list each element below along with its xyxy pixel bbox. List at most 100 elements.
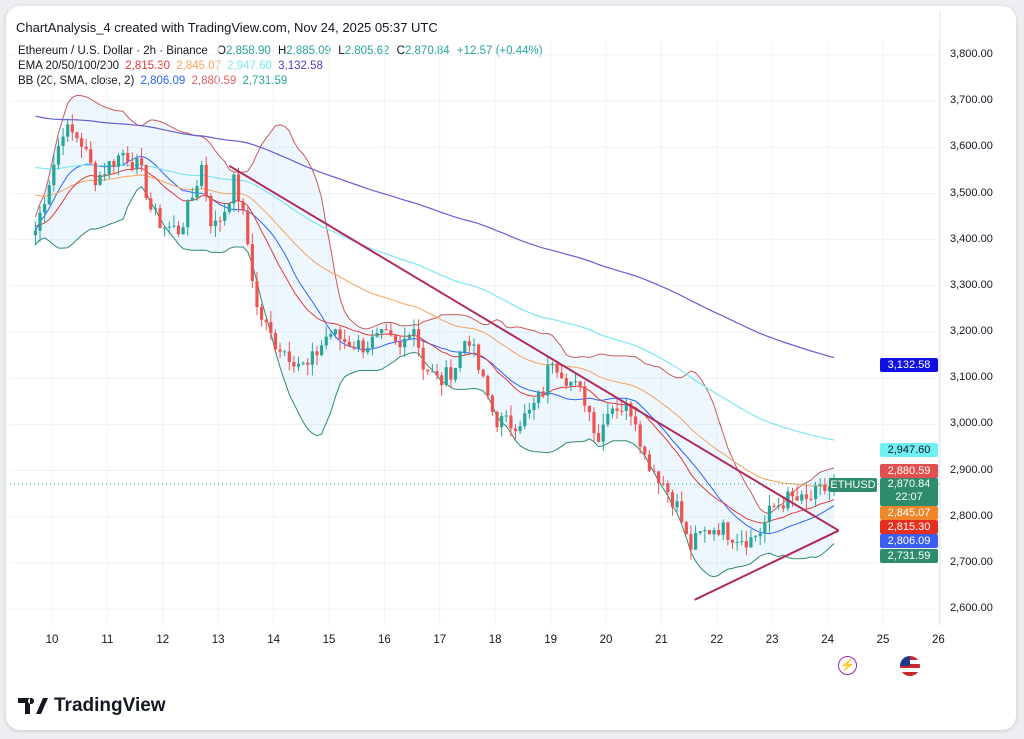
date-tick-label: 26 [931,634,945,646]
candle-body [269,322,273,334]
candle-body [47,185,51,205]
candle-body [61,136,65,147]
candle-body [532,402,536,410]
candle-body [412,329,416,336]
candle-body [555,363,559,373]
ema20-value: 2,815.30 [125,60,170,72]
candle-body [149,198,153,210]
candle-body [213,220,218,227]
candle-body [130,162,134,170]
price-tick-label: 2,900.00 [950,463,993,476]
candle-body [818,484,822,486]
candle-body [781,505,785,509]
candle-body [744,541,748,548]
candle-body [463,341,467,352]
candle-body [513,428,518,432]
tradingview-logo[interactable]: TradingView [18,695,166,717]
candle-body [661,483,665,485]
candle-body [158,208,162,229]
candle-body [139,158,144,166]
candle-body [301,362,305,364]
candle-body [246,210,250,245]
candle-body [453,367,458,380]
candle-body [79,138,84,147]
candle-body [804,494,808,499]
candle-body [440,375,444,386]
price-tick-label: 3,400.00 [950,232,993,245]
candle-body [195,186,199,198]
candle-body [126,152,130,163]
ema50-value: 2,845.07 [176,60,221,72]
candle-body [250,244,254,282]
ema20-line [35,167,835,524]
date-tick-label: 11 [101,634,114,646]
candle-body [112,161,116,167]
ema20-price-tag: 2,815.30 [880,520,938,534]
date-tick-label: 20 [599,634,613,646]
candle-body [375,333,379,337]
candle-body [103,174,107,176]
candle-body [356,340,361,349]
candle-body [416,329,421,348]
date-tick-label: 14 [267,634,280,646]
candle-body [472,344,476,346]
candle-body [389,330,393,336]
us-flag-event-icon[interactable] [900,656,920,676]
candle-body [384,329,388,331]
candle-body [629,403,633,417]
candle-body [227,203,231,213]
candle-body [458,351,462,368]
candle-body [186,200,190,228]
candle-body [259,307,264,320]
candle-body [52,164,56,186]
candle-body [500,416,504,428]
bb-lower-value: 2,731.59 [242,75,288,87]
high-value: 2,885.09 [286,45,332,57]
candle-body [43,204,47,213]
candle-body [666,483,670,493]
candle-body [329,334,333,337]
candle-body [84,146,88,150]
lightning-event-icon[interactable]: ⚡ [838,656,857,675]
ema-label: EMA 20/50/100/200 [18,60,120,72]
candle-body [56,146,61,165]
candle-body [684,522,688,535]
price-tick-label: 2,600.00 [950,602,993,615]
candle-body [800,494,804,501]
candle-body [620,410,624,412]
candle-body [172,225,176,227]
low-label: L [338,45,345,57]
candle-body [610,408,615,414]
candle-body [306,362,310,365]
candle-body [523,413,527,427]
candle-body [93,162,97,186]
candle-body [772,505,776,507]
date-tick-label: 24 [821,634,834,646]
candle-body [587,405,591,413]
candle-body [569,381,573,386]
candle-body [560,372,564,379]
candle-body [777,505,781,507]
bb-basis-line [34,155,835,535]
candle-body [758,533,762,537]
candle-body [204,164,208,196]
candle-body [430,371,435,373]
candle-body [647,454,651,471]
bb-label: BB (20, SMA, close, 2) [18,75,135,87]
candle-body [370,336,374,348]
ema50-price-tag: 2,845.07 [880,506,938,520]
candle-body [283,351,287,353]
candle-body [287,351,291,362]
candle-body [643,446,647,455]
ema200-line [35,115,835,359]
candle-body [393,335,398,342]
candle-body [495,411,499,428]
date-tick-label: 23 [765,634,779,646]
candle-body [449,367,453,380]
candle-body [583,386,587,406]
candle-body [550,363,555,366]
bb-lower-price-tag: 2,731.59 [880,549,938,563]
candle-body [352,346,356,349]
last-price: 2,870.84 [887,478,931,490]
